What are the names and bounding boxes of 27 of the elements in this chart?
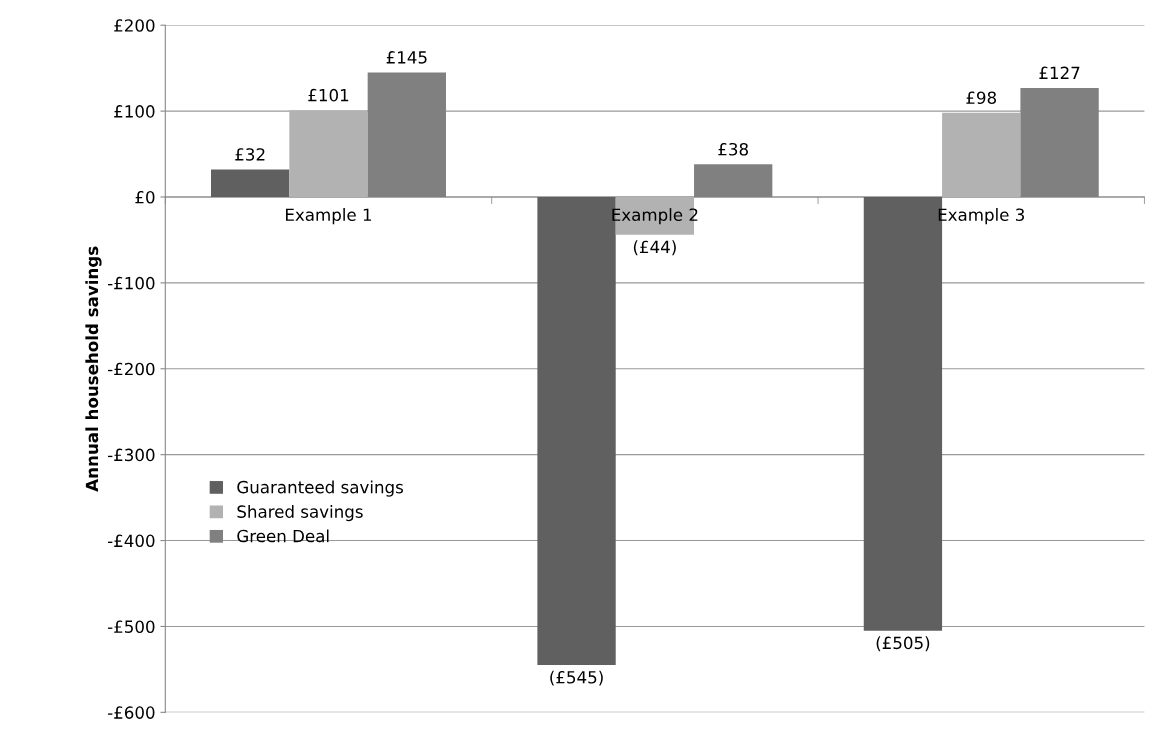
y-tick-label: -£200 [107,362,155,376]
data-label: (£505) [876,636,930,652]
y-tick-label: £0 [135,190,155,204]
data-label: £145 [386,51,427,64]
data-label: £127 [1039,66,1080,79]
data-label: (£545) [550,670,603,686]
y-tick-label: -£300 [107,448,155,462]
bar [211,169,290,197]
legend-label: Guaranteed savings [237,480,403,497]
data-label: £98 [966,91,997,105]
x-tick-label: Example 2 [612,208,698,225]
y-tick-label: -£500 [107,620,155,633]
y-tick-label: £100 [114,105,155,118]
legend-label: Green Deal [237,529,329,543]
y-tick-label: -£100 [107,276,155,290]
data-label: £101 [308,88,349,102]
bar [942,112,1021,197]
x-tick-label: Example 1 [286,208,372,225]
data-label: £32 [235,148,265,161]
y-tick-label: -£600 [107,706,155,719]
data-label: (£44) [633,240,676,256]
y-tick-label: £200 [114,19,155,32]
y-axis-title: Annual household savings [85,246,102,492]
data-label: £38 [718,142,748,156]
y-tick-label: -£400 [107,534,155,548]
bar [289,110,368,197]
legend-label: Shared savings [237,505,363,522]
